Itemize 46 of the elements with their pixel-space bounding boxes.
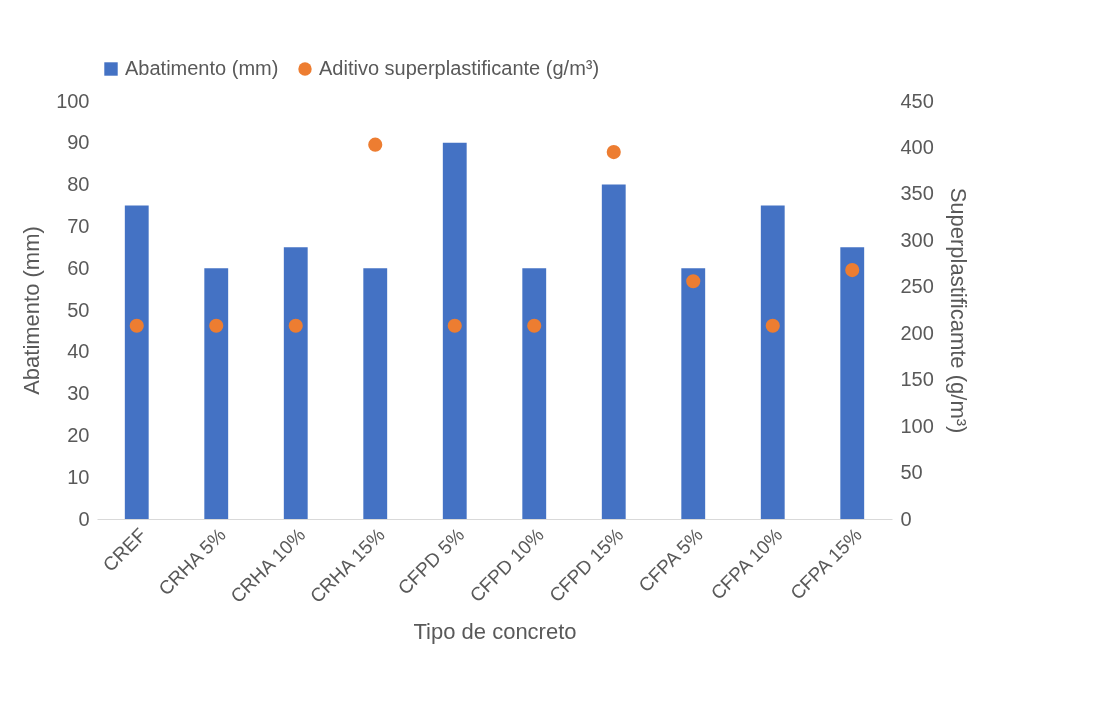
bar	[601, 184, 626, 519]
y2-tick-label: 50	[900, 461, 923, 484]
y2-tick-label: 300	[900, 228, 934, 251]
bar	[442, 142, 467, 519]
y-tick-label: 60	[67, 256, 90, 279]
y2-tick-label: 450	[900, 89, 934, 112]
point	[447, 318, 462, 333]
y-tick-label: 80	[67, 173, 90, 196]
bar	[363, 268, 388, 519]
bar	[760, 205, 785, 519]
bar	[204, 268, 229, 519]
y-tick-label: 10	[67, 465, 90, 488]
y-axis-title: Abatimento (mm)	[19, 226, 45, 395]
legend-label: Abatimento (mm)	[125, 57, 279, 79]
y-tick-label: 70	[67, 214, 90, 237]
bar	[283, 247, 308, 519]
legend-label: Aditivo superplastificante (g/m³)	[319, 57, 600, 79]
bar	[840, 247, 865, 519]
y-tick-label: 90	[67, 131, 90, 154]
bar	[522, 268, 547, 519]
y2-tick-label: 400	[900, 135, 934, 158]
point	[765, 318, 780, 333]
x-axis-title: Tipo de concreto	[413, 618, 577, 644]
y2-axis-title: Superplastificamte (g/m³)	[945, 187, 971, 434]
y2-tick-label: 250	[900, 275, 934, 298]
point	[288, 318, 303, 333]
y2-tick-label: 150	[900, 368, 934, 391]
y-tick-label: 40	[67, 340, 90, 363]
y2-tick-label: 100	[900, 414, 934, 437]
point	[686, 274, 701, 289]
y-tick-label: 50	[67, 298, 90, 321]
point	[129, 318, 144, 333]
y2-tick-label: 0	[900, 507, 912, 530]
point	[368, 137, 383, 152]
y-tick-label: 30	[67, 382, 90, 405]
point	[527, 318, 542, 333]
point	[209, 318, 224, 333]
y2-tick-label: 200	[900, 321, 934, 344]
y-tick-label: 0	[78, 507, 90, 530]
y-tick-label: 20	[67, 423, 90, 446]
bar	[124, 205, 149, 519]
bar	[681, 268, 706, 519]
y2-tick-label: 350	[900, 182, 934, 205]
point	[845, 263, 860, 278]
y-tick-label: 100	[56, 89, 90, 112]
point	[606, 145, 621, 160]
